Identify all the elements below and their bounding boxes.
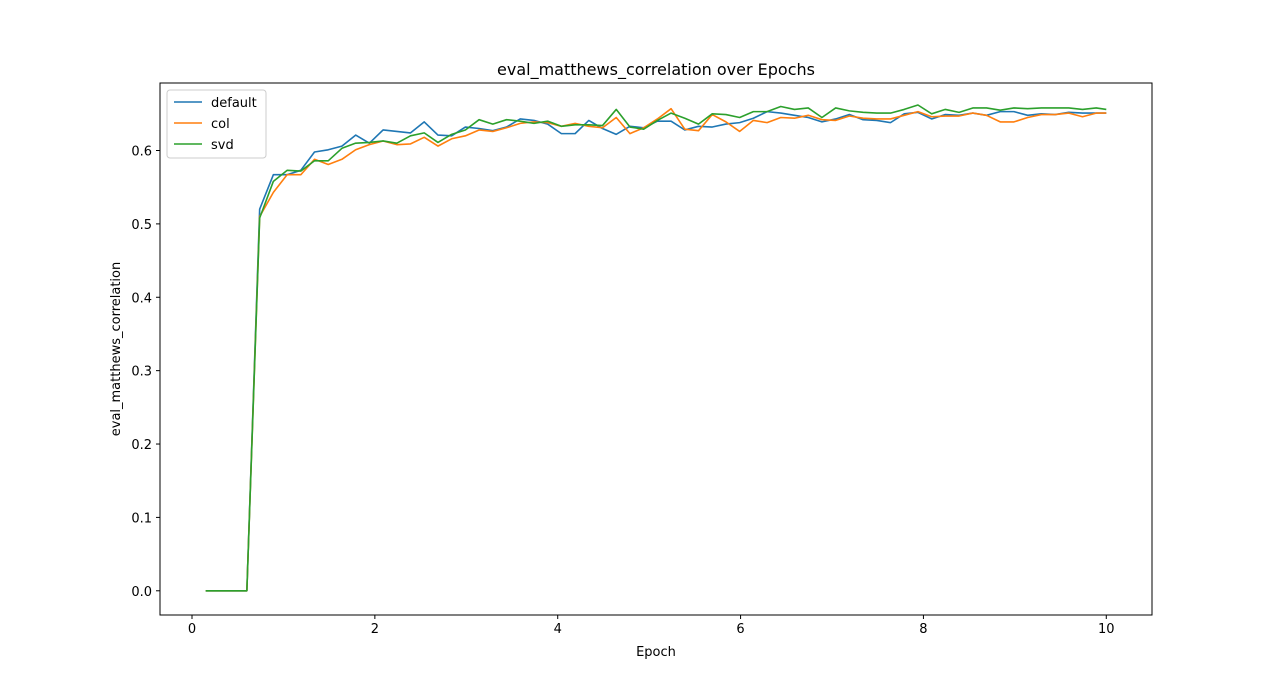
- x-tick-label: 8: [919, 622, 927, 637]
- legend: default col svd: [166, 89, 267, 159]
- series-lines: [205, 104, 1107, 592]
- chart-title: eval_matthews_correlation over Epochs: [497, 60, 815, 80]
- x-tick-label: 4: [554, 622, 562, 637]
- y-tick-label: 0.3: [131, 365, 152, 380]
- x-tick-label: 0: [188, 622, 196, 637]
- x-tick-label: 2: [371, 622, 379, 637]
- x-axis: 0 2 4 6 8 10: [188, 615, 1115, 637]
- series-line-svd: [205, 104, 1107, 592]
- legend-label-col: col: [211, 117, 230, 132]
- legend-label-svd: svd: [211, 138, 234, 153]
- x-tick-label: 6: [736, 622, 744, 637]
- x-axis-title: Epoch: [636, 645, 676, 660]
- y-tick-label: 0.2: [131, 438, 152, 453]
- y-tick-label: 0.0: [131, 585, 152, 600]
- y-axis-title: eval_matthews_correlation: [109, 262, 124, 437]
- y-tick-label: 0.1: [131, 511, 152, 526]
- y-tick-label: 0.4: [131, 291, 152, 306]
- y-axis: 0.0 0.1 0.2 0.3 0.4 0.5 0.6: [131, 145, 160, 600]
- x-tick-label: 10: [1098, 622, 1115, 637]
- series-line-col: [205, 107, 1107, 592]
- series-line-default: [205, 110, 1107, 592]
- plot-area: [159, 82, 1153, 616]
- legend-label-default: default: [211, 96, 257, 111]
- y-tick-label: 0.6: [131, 145, 152, 160]
- y-tick-label: 0.5: [131, 218, 152, 233]
- legend-box: [166, 89, 267, 159]
